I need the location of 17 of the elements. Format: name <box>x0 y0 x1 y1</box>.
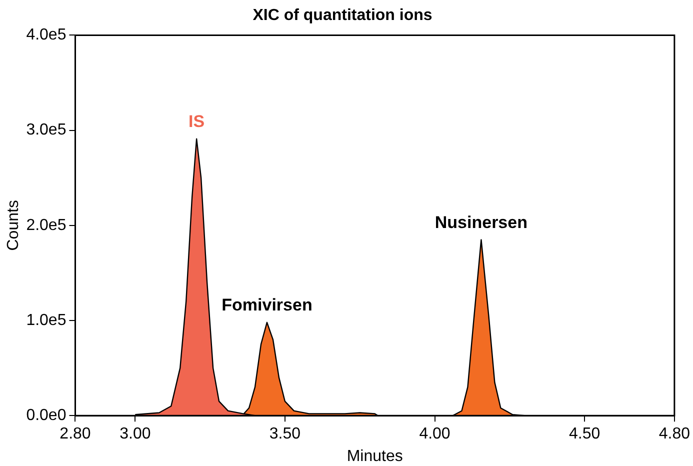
y-tick-label: 0.0e0 <box>26 407 66 424</box>
x-tick-label: 4.00 <box>419 426 450 443</box>
y-tick-label: 1.0e5 <box>26 312 66 329</box>
chart-title: XIC of quantitation ions <box>252 7 432 24</box>
y-tick-label: 4.0e5 <box>26 26 66 44</box>
x-tick-label: 3.00 <box>120 426 151 443</box>
x-axis-title: Minutes <box>346 448 403 465</box>
x-tick-label: 4.50 <box>568 426 600 443</box>
series-label: IS <box>188 112 205 132</box>
y-tick-label: 3.0e5 <box>26 122 66 139</box>
series-label: Nusinersen <box>434 212 528 232</box>
x-tick-label: 3.50 <box>269 426 301 443</box>
y-tick-label: 2.0e5 <box>26 216 66 234</box>
y-axis-title: Counts <box>5 200 22 251</box>
x-tick-label: 2.80 <box>60 426 91 443</box>
series-label: Fomivirsen <box>222 296 312 315</box>
x-tick-label: 4.80 <box>658 426 690 443</box>
